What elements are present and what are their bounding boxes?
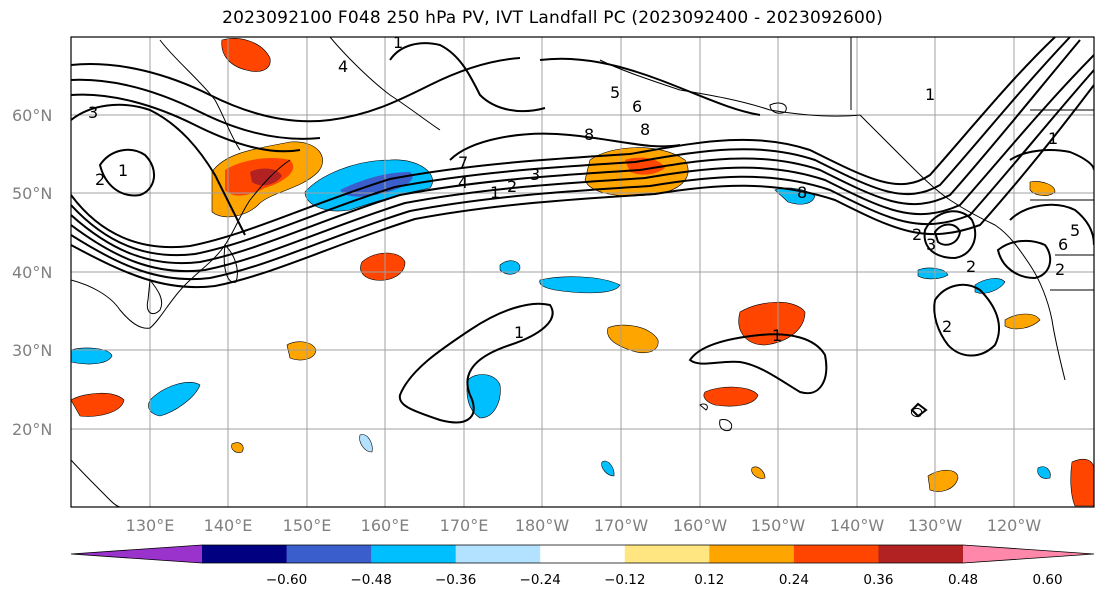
colorbar-swatch — [878, 545, 964, 563]
shade-cold — [601, 460, 615, 477]
lat-label: 40°N — [12, 263, 52, 282]
colorbar-tick-label: −0.48 — [350, 572, 391, 588]
contour-label: 6 — [632, 97, 642, 116]
colorbar-tick-label: 0.60 — [1033, 572, 1063, 588]
colorbar-swatch — [540, 545, 626, 563]
contour-label: 1 — [490, 183, 500, 202]
colorbar-tick-label: 0.24 — [779, 572, 809, 588]
lon-label: 140°W — [830, 516, 885, 535]
colorbar-tick-label: 0.12 — [694, 572, 724, 588]
colorbar-swatch — [371, 545, 457, 563]
lon-label: 130°W — [908, 516, 963, 535]
lon-label: 120°W — [987, 516, 1042, 535]
contour-labels: 3 1 2 7 4 1 2 3 5 6 8 8 8 1 1 3 2 5 6 2 … — [88, 33, 1080, 345]
contour-label: 3 — [88, 103, 98, 122]
shade-warm — [751, 466, 766, 479]
contour-label: 7 — [458, 153, 468, 172]
contour-label: 2 — [507, 177, 517, 196]
lon-label: 170°W — [594, 516, 649, 535]
contour-label: 1 — [393, 33, 403, 52]
graticule — [71, 37, 1094, 507]
shade-cold — [917, 267, 949, 280]
shade-cold — [539, 276, 621, 294]
lon-label: 130°E — [126, 516, 175, 535]
contour-label: 2 — [966, 257, 976, 276]
contour-label: 1 — [118, 161, 128, 180]
latitude-labels: 60°N 50°N 40°N 30°N 20°N — [12, 106, 52, 439]
lon-label: 140°E — [204, 516, 253, 535]
contour-label: 2 — [942, 317, 952, 336]
lon-label: 150°E — [283, 516, 332, 535]
shade-warm — [286, 341, 317, 361]
contour-label: 8 — [797, 183, 807, 202]
colorbar-swatch — [286, 545, 372, 563]
lat-label: 20°N — [12, 420, 52, 439]
lon-label: 180°W — [515, 516, 570, 535]
contour-label: 8 — [584, 125, 594, 144]
contour-label: 4 — [338, 57, 348, 76]
colorbar-tick-label: 0.36 — [863, 572, 893, 588]
contour-label: 1 — [1048, 129, 1058, 148]
colorbar-tick-label: 0.48 — [948, 572, 978, 588]
colorbar-swatch — [624, 545, 710, 563]
colorbar-tick-label: −0.36 — [435, 572, 476, 588]
contour-label: 2 — [95, 170, 105, 189]
shade-warm — [231, 442, 244, 453]
shade-cold — [974, 278, 1006, 294]
shade-warm — [1070, 458, 1094, 507]
contour-label: 3 — [530, 165, 540, 184]
contour-label: 3 — [926, 235, 936, 254]
coastlines — [71, 37, 1094, 507]
pv-contours — [71, 37, 1094, 424]
contour-label: 1 — [925, 85, 935, 104]
shade-cold — [466, 374, 501, 419]
colorbar-extend-min — [71, 545, 202, 563]
lon-label: 160°W — [673, 516, 728, 535]
shade-warm — [360, 252, 406, 281]
contour-label: 6 — [1058, 235, 1068, 254]
colorbar-swatch — [202, 545, 288, 563]
contour-label: 5 — [610, 83, 620, 102]
colorbar-outline — [70, 544, 1095, 564]
map-frame — [70, 36, 1095, 508]
lat-label: 60°N — [12, 106, 52, 125]
shade-warm — [703, 386, 759, 407]
map-title: 2023092100 F048 250 hPa PV, IVT Landfall… — [222, 8, 883, 28]
colorbar-extend-max — [963, 545, 1094, 563]
lon-label: 160°E — [361, 516, 410, 535]
colorbar: −0.60 −0.48 −0.36 −0.24 −0.12 0.12 0.24 0.36 0.4… — [70, 544, 1095, 588]
shade-cold — [1037, 466, 1051, 479]
shade-cold — [71, 347, 113, 365]
shade-cold — [359, 434, 373, 453]
shade-warm — [71, 392, 125, 417]
contour-label: 4 — [458, 173, 468, 192]
contour-label: 5 — [1070, 221, 1080, 240]
contour-label: 2 — [1055, 260, 1065, 279]
colorbar-swatch — [709, 545, 795, 563]
longitude-labels: 130°E 140°E 150°E 160°E 170°E 180°W 170°… — [126, 516, 1042, 535]
shade-warm — [607, 324, 659, 353]
contour-label: 8 — [640, 120, 650, 139]
lon-label: 150°W — [751, 516, 806, 535]
colorbar-tick-label: −0.24 — [520, 572, 561, 588]
shade-cold — [499, 260, 521, 275]
contour-label: 1 — [772, 326, 782, 345]
colorbar-swatch — [455, 545, 541, 563]
lat-label: 50°N — [12, 184, 52, 203]
colorbar-tick-label: −0.60 — [266, 572, 307, 588]
lon-label: 170°E — [440, 516, 489, 535]
colorbar-swatch — [793, 545, 879, 563]
colorbar-tick-label: −0.12 — [604, 572, 645, 588]
contour-label: 2 — [912, 225, 922, 244]
shade-warm — [221, 38, 271, 72]
lat-label: 30°N — [12, 341, 52, 360]
contour-label: 1 — [514, 323, 524, 342]
